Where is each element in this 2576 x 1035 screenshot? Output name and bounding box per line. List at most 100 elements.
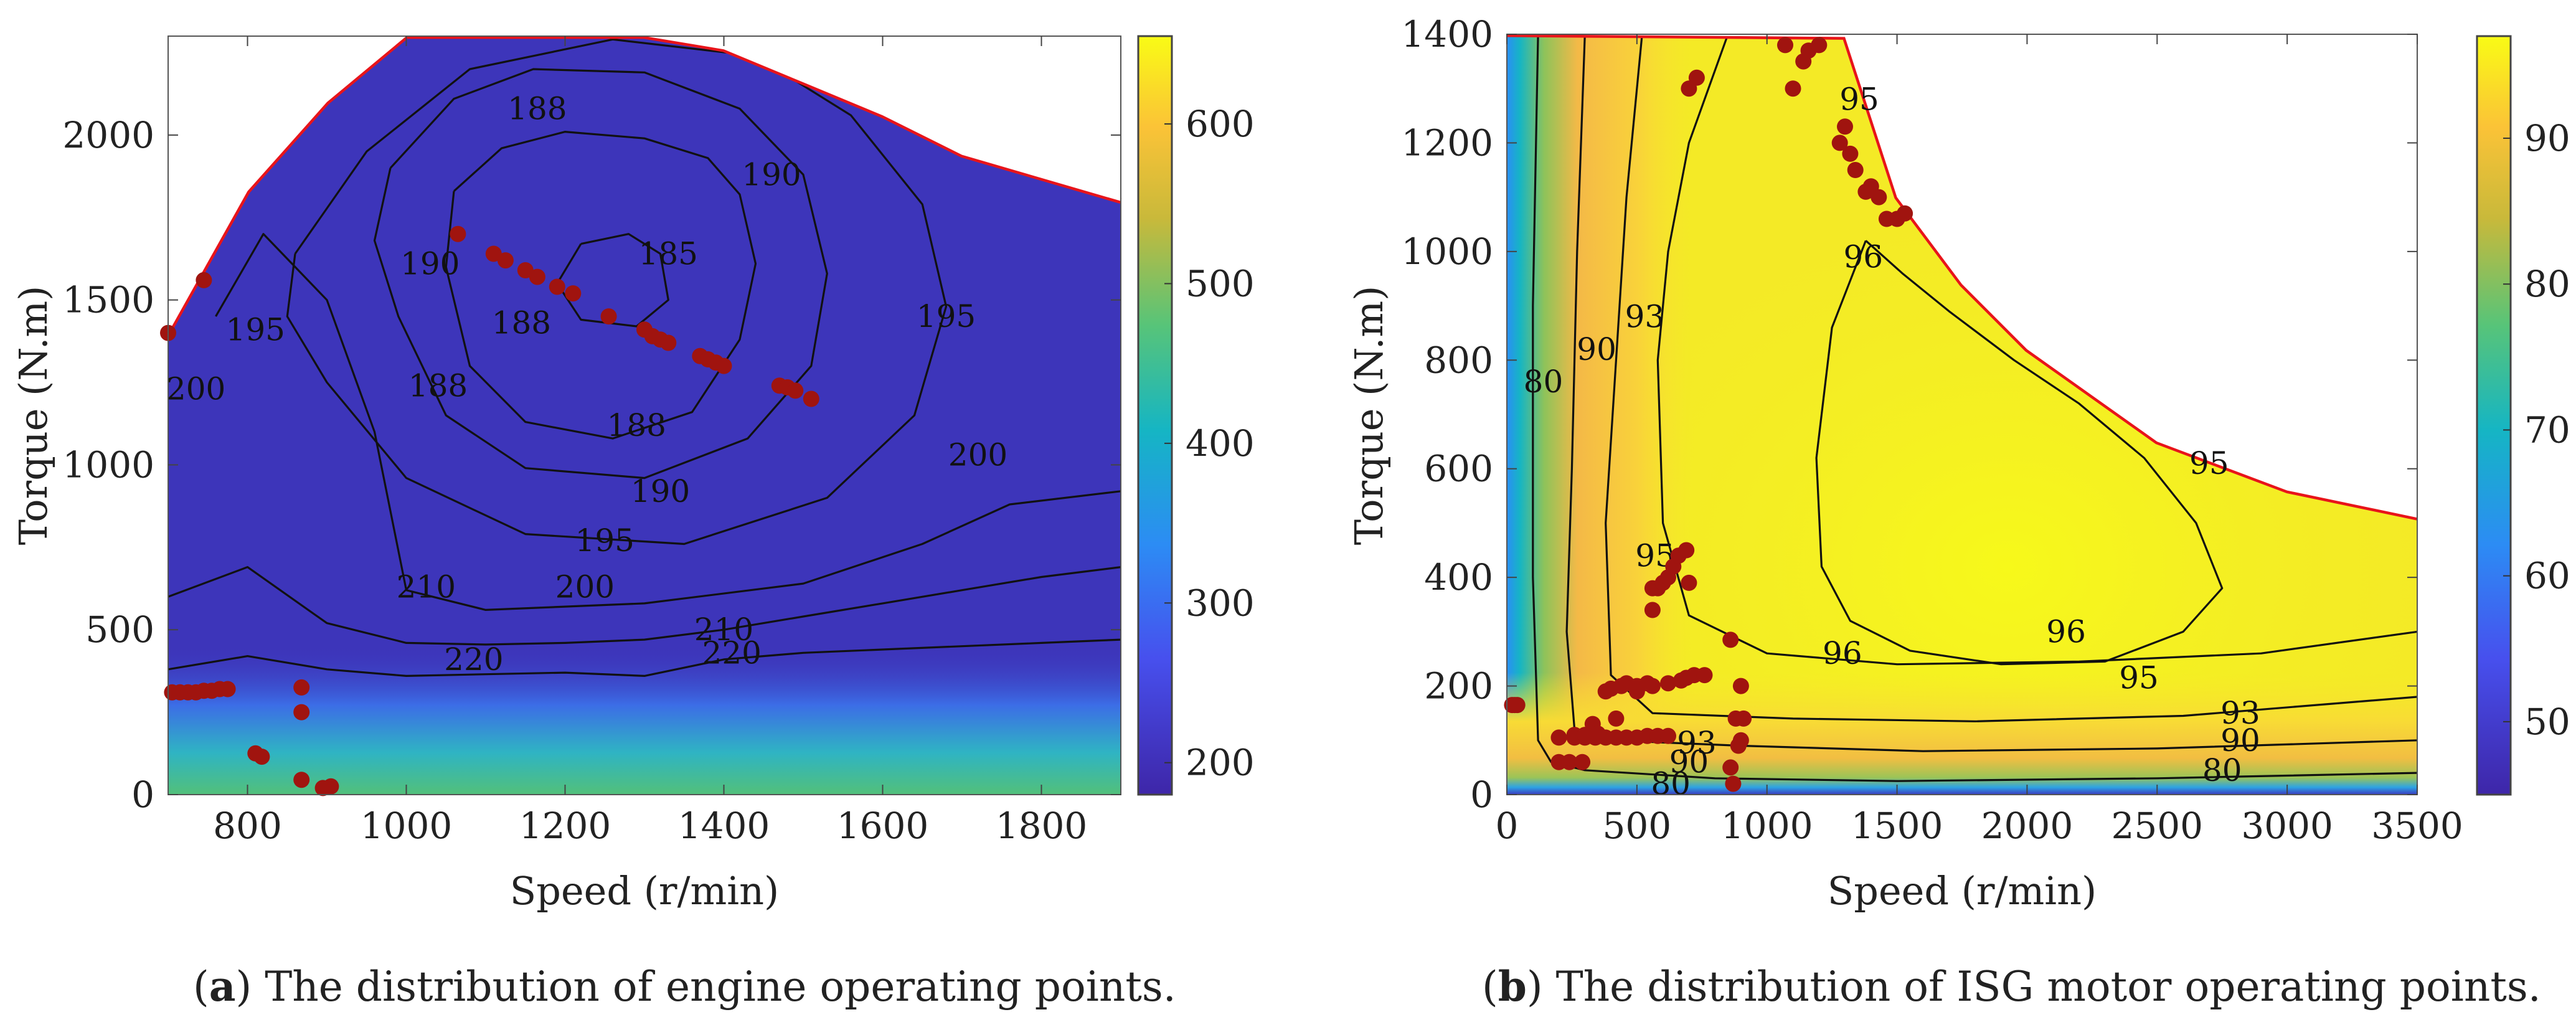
isg-colorbar-tick-label: 60 [2524, 555, 2570, 597]
isg-x-tick-label: 500 [1602, 805, 1671, 847]
isg-y-tick-label: 600 [1424, 448, 1493, 490]
isg-operating-point [1837, 118, 1853, 135]
isg-operating-point [1897, 205, 1913, 222]
isg-operating-point [1847, 162, 1864, 178]
isg-operating-point [1590, 725, 1606, 742]
engine-operating-point [549, 278, 565, 295]
isg-x-tick-label: 2500 [2111, 805, 2203, 847]
isg-colorbar [2476, 35, 2512, 796]
engine-operating-point [450, 225, 466, 242]
engine-contour-label: 195 [575, 522, 635, 559]
engine-colorbar-tick-label: 500 [1186, 262, 1255, 305]
engine-contour-label: 220 [702, 635, 762, 671]
isg-operating-points [1504, 37, 1913, 792]
engine-contours [167, 38, 1121, 678]
isg-contour-label: 80 [2202, 752, 2242, 788]
isg-colorbar-tick-label: 50 [2524, 701, 2570, 743]
isg-operating-point [1550, 729, 1567, 746]
engine-outside-region [168, 33, 1121, 333]
isg-operating-point [1785, 80, 1801, 97]
isg-contour-label: 93 [2220, 695, 2260, 731]
engine-operating-point [219, 681, 236, 697]
engine-contour-220 [167, 638, 1121, 678]
engine-colorbar-tick-label: 600 [1186, 103, 1255, 145]
engine-axes-frame [167, 35, 1121, 795]
engine-contour-label: 188 [607, 407, 666, 443]
isg-y-tick-label: 1400 [1401, 13, 1493, 55]
isg-contour-label: 93 [1677, 725, 1717, 761]
engine-x-axis-label: Speed (r/min) [510, 868, 779, 914]
engine-y-axis-label: Torque (N.m) [11, 286, 56, 546]
isg-y-tick-label: 200 [1424, 665, 1493, 707]
engine-contour-label: 200 [948, 437, 1007, 473]
isg-y-tick-label: 400 [1424, 556, 1493, 598]
engine-contour-190 [373, 68, 828, 480]
engine-operating-point [497, 252, 514, 269]
engine-operating-point [485, 245, 502, 262]
isg-x-tick-label: 3000 [2241, 805, 2333, 847]
engine-contour-label: 185 [639, 236, 698, 272]
engine-x-tick-label: 1400 [678, 805, 770, 847]
isg-contour-label: 80 [1524, 364, 1564, 400]
engine-caption: (a) The distribution of engine operating… [193, 962, 1176, 1011]
isg-contour-label: 80 [1651, 766, 1691, 802]
engine-operating-point [787, 382, 804, 399]
isg-x-tick-label: 1000 [1721, 805, 1813, 847]
isg-operating-point [1678, 542, 1695, 559]
engine-x-tick-label: 1200 [519, 805, 611, 847]
isg-operating-point [1639, 675, 1656, 692]
isg-operating-point [1509, 697, 1526, 714]
isg-x-tick-label: 3500 [2371, 805, 2463, 847]
engine-colorbar [1137, 35, 1173, 796]
isg-y-axis-label: Torque (N.m) [1346, 286, 1392, 546]
isg-contour-label: 90 [1577, 331, 1616, 367]
isg-contour-label: 95 [1839, 82, 1879, 118]
engine-x-tick-label: 1800 [996, 805, 1088, 847]
isg-caption-letter: b [1498, 962, 1527, 1011]
engine-contour-label: 188 [408, 367, 468, 404]
engine-contour-label: 200 [166, 371, 225, 407]
isg-axes-frame [1506, 34, 2418, 795]
isg-contour-label: 95 [2189, 445, 2229, 481]
isg-contour-label: 90 [1669, 744, 1709, 780]
isg-colorbar-ticks: 50 60 70 80 90 [2503, 117, 2570, 743]
engine-contour-195 [286, 38, 948, 546]
isg-contour-label: 95 [2119, 659, 2159, 696]
engine-contour-label: 190 [631, 473, 690, 509]
isg-x-tick-label: 2000 [1981, 805, 2074, 847]
engine-caption-letter: a [209, 962, 236, 1011]
isg-operating-point [1722, 631, 1739, 648]
engine-x-tick-label: 800 [213, 805, 282, 847]
engine-contour-label: 200 [555, 569, 615, 605]
engine-axes: 800 1000 1200 1400 1600 1800 0 500 1000 1500 2000 [62, 35, 1121, 847]
isg-operating-point [1608, 710, 1625, 727]
engine-colorbar-tick-label: 300 [1186, 582, 1255, 624]
isg-operating-point [1660, 727, 1676, 744]
isg-left-gradient [1507, 34, 1694, 795]
isg-x-tick-label: 1500 [1851, 805, 1943, 847]
engine-contour-188 [445, 131, 757, 440]
engine-contour-label: 188 [492, 305, 551, 341]
engine-contour-label: 220 [444, 641, 503, 678]
engine-contour-label: 195 [917, 298, 976, 334]
engine-y-tick-label: 1000 [62, 443, 154, 486]
isg-caption: (b) The distribution of ISG motor operat… [1482, 962, 2541, 1011]
isg-colorbar-tick-label: 70 [2524, 409, 2570, 451]
isg-contour-label: 93 [1625, 299, 1665, 335]
engine-operating-point [293, 704, 310, 721]
isg-operating-point [1574, 754, 1591, 770]
isg-x-tick-label: 0 [1496, 805, 1519, 847]
engine-operating-point [517, 262, 534, 278]
isg-operating-point [1644, 602, 1661, 618]
isg-operating-point [1777, 37, 1793, 54]
isg-operating-point [1681, 574, 1697, 591]
isg-contour-label: 96 [1823, 635, 1862, 671]
isg-caption-text: The distribution of ISG motor operating … [1542, 963, 2541, 1011]
engine-colorbar-tick-label: 400 [1186, 422, 1255, 465]
engine-contour-label: 190 [742, 156, 801, 192]
isg-operating-point [1681, 80, 1697, 97]
engine-contour-label: 190 [400, 245, 460, 281]
isg-operating-point [1732, 678, 1749, 694]
